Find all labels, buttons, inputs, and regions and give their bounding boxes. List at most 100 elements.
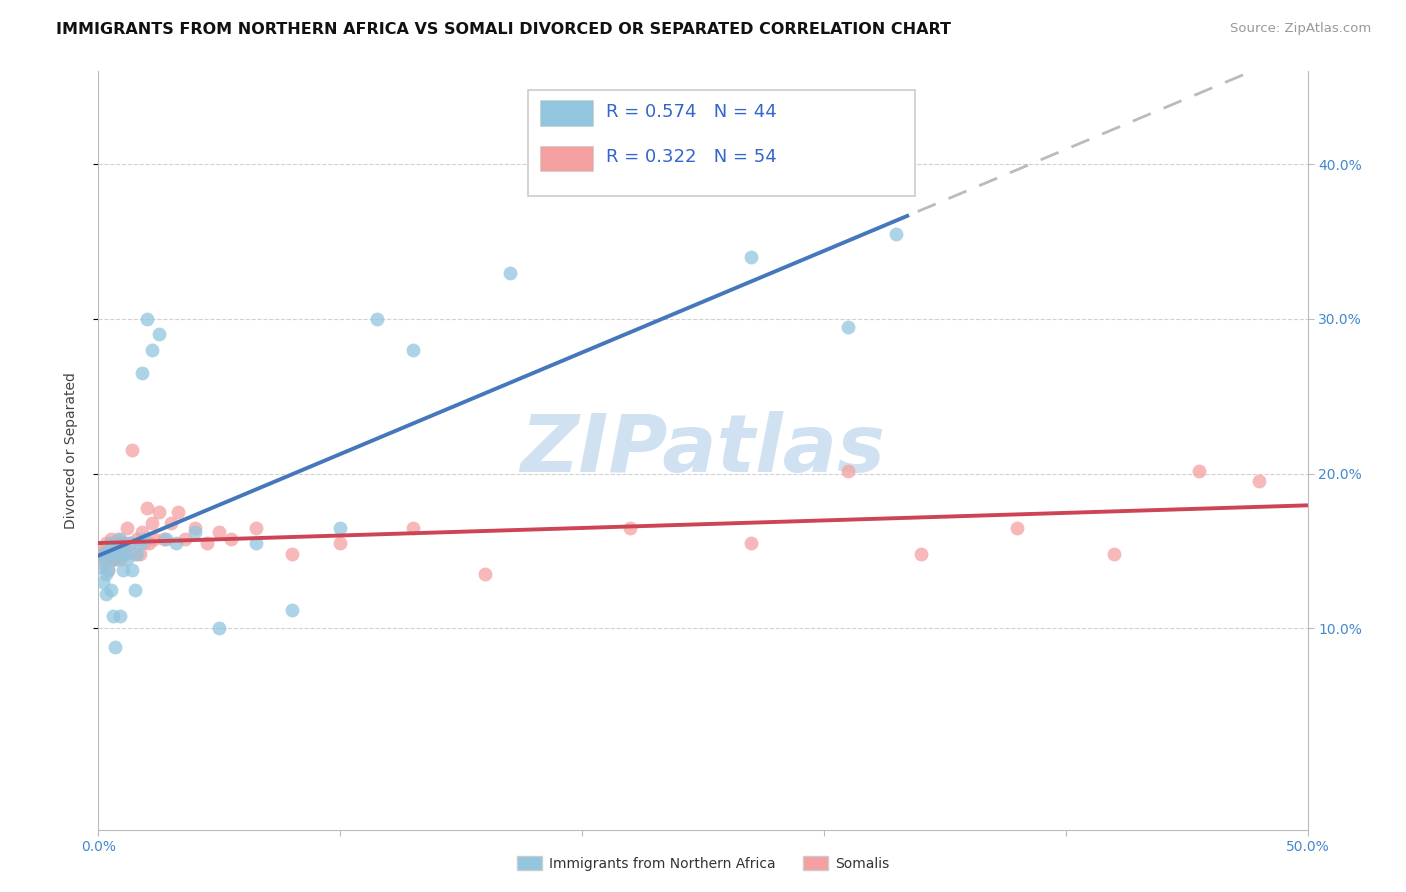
Point	[221, 532, 243, 546]
Point	[94, 536, 117, 550]
Point	[138, 536, 160, 550]
Point	[886, 227, 908, 241]
Point	[366, 312, 388, 326]
Point	[143, 532, 166, 546]
Point	[124, 582, 146, 597]
Point	[100, 532, 122, 546]
Point	[104, 551, 127, 566]
Text: Source: ZipAtlas.com: Source: ZipAtlas.com	[1230, 22, 1371, 36]
FancyBboxPatch shape	[540, 145, 593, 171]
Point	[208, 621, 231, 635]
Point	[152, 532, 174, 546]
Point	[128, 536, 150, 550]
Point	[118, 536, 141, 550]
Point	[1007, 521, 1029, 535]
Point	[97, 544, 120, 558]
Point	[1102, 547, 1125, 561]
Point	[131, 366, 153, 380]
Point	[740, 536, 762, 550]
Point	[91, 557, 114, 571]
Point	[118, 536, 141, 550]
Point	[101, 541, 124, 555]
Point	[101, 541, 124, 555]
Point	[108, 536, 131, 550]
Point	[148, 505, 170, 519]
Point	[619, 521, 641, 535]
Point	[498, 266, 520, 280]
Point	[160, 516, 183, 531]
Point	[141, 516, 163, 531]
Point	[90, 559, 112, 574]
Text: R = 0.574   N = 44: R = 0.574 N = 44	[606, 103, 778, 120]
Point	[108, 609, 131, 624]
Point	[141, 343, 163, 357]
Point	[837, 464, 859, 478]
Point	[329, 536, 352, 550]
Point	[114, 536, 136, 550]
Point	[195, 536, 218, 550]
Point	[117, 551, 139, 566]
Y-axis label: Divorced or Separated: Divorced or Separated	[63, 372, 77, 529]
Point	[94, 551, 117, 566]
Point	[184, 521, 207, 535]
Point	[281, 603, 304, 617]
Point	[837, 319, 859, 334]
Point	[111, 563, 134, 577]
Point	[94, 587, 117, 601]
Point	[108, 532, 131, 546]
Point	[101, 609, 124, 624]
Text: IMMIGRANTS FROM NORTHERN AFRICA VS SOMALI DIVORCED OR SEPARATED CORRELATION CHAR: IMMIGRANTS FROM NORTHERN AFRICA VS SOMAL…	[56, 22, 952, 37]
Point	[165, 536, 187, 550]
Point	[107, 547, 129, 561]
Point	[114, 547, 136, 561]
Point	[100, 536, 122, 550]
Point	[281, 547, 304, 561]
Point	[245, 536, 267, 550]
Point	[91, 547, 114, 561]
Point	[1249, 475, 1271, 489]
Point	[127, 547, 149, 561]
Point	[107, 547, 129, 561]
Point	[174, 532, 197, 546]
Point	[107, 532, 129, 546]
Text: ZIPatlas: ZIPatlas	[520, 411, 886, 490]
Point	[97, 563, 120, 577]
Text: R = 0.322   N = 54: R = 0.322 N = 54	[606, 148, 778, 166]
Point	[121, 443, 143, 458]
Point	[135, 312, 157, 326]
Point	[127, 532, 149, 546]
Point	[94, 551, 117, 566]
Point	[474, 567, 496, 582]
Point	[100, 582, 122, 597]
Point	[111, 541, 134, 555]
Point	[128, 547, 150, 561]
Point	[101, 551, 124, 566]
Point	[117, 521, 139, 535]
Point	[402, 521, 425, 535]
Point	[740, 250, 762, 264]
Legend: Immigrants from Northern Africa, Somalis: Immigrants from Northern Africa, Somalis	[512, 850, 894, 876]
Point	[90, 547, 112, 561]
Point	[97, 563, 120, 577]
Point	[104, 551, 127, 566]
Point	[402, 343, 425, 357]
Point	[91, 574, 114, 589]
Point	[148, 327, 170, 342]
FancyBboxPatch shape	[527, 90, 915, 196]
Point	[135, 500, 157, 515]
Point	[184, 525, 207, 540]
Point	[124, 547, 146, 561]
Point	[121, 563, 143, 577]
Point	[329, 521, 352, 535]
Point	[94, 567, 117, 582]
Point	[245, 521, 267, 535]
Point	[100, 551, 122, 566]
Point	[1188, 464, 1211, 478]
Point	[104, 640, 127, 654]
Point	[108, 551, 131, 566]
Point	[97, 544, 120, 558]
Point	[131, 525, 153, 540]
Point	[91, 541, 114, 555]
Point	[111, 541, 134, 555]
Point	[134, 532, 156, 546]
